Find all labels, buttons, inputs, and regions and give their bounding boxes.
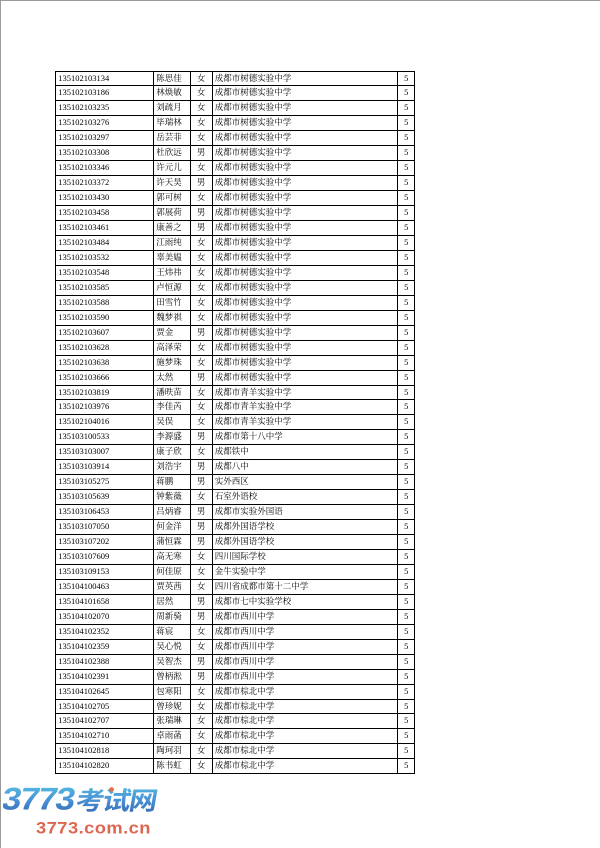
svg-text:考试网: 考试网 [73,781,159,817]
svg-text:3773.com.cn: 3773.com.cn [36,818,151,837]
svg-text:3773: 3773 [3,781,78,816]
